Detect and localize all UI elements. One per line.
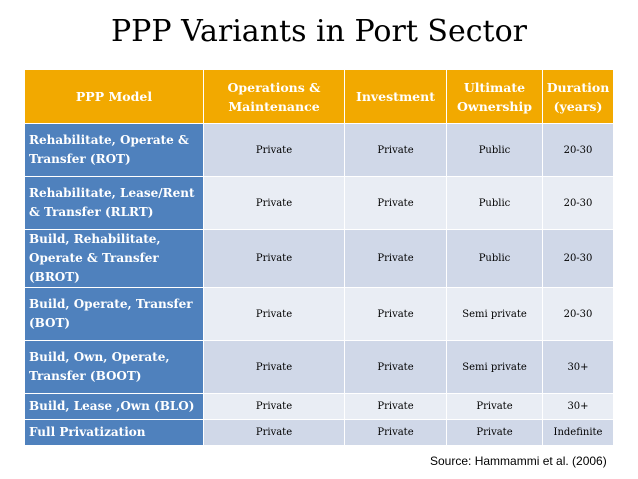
header-duration: Duration (years)	[542, 69, 614, 124]
duration-cell: 30+	[542, 393, 614, 420]
operations-cell: Private	[203, 393, 345, 420]
operations-cell: Private	[203, 419, 345, 446]
ownership-cell: Public	[446, 176, 543, 230]
model-cell: Rehabilitate, Operate & Transfer (ROT)	[24, 123, 204, 177]
operations-cell: Private	[203, 287, 345, 341]
table-row: Build, Own, Operate, Transfer (BOOT) Pri…	[24, 340, 614, 394]
duration-cell: 20-30	[542, 287, 614, 341]
model-cell: Build, Lease ,Own (BLO)	[24, 393, 204, 420]
investment-cell: Private	[344, 419, 447, 446]
investment-cell: Private	[344, 287, 447, 341]
model-cell: Build, Rehabilitate, Operate & Transfer …	[24, 229, 204, 288]
duration-cell: 20-30	[542, 229, 614, 288]
duration-cell: 30+	[542, 340, 614, 394]
duration-cell: 20-30	[542, 176, 614, 230]
investment-cell: Private	[344, 176, 447, 230]
ownership-cell: Public	[446, 229, 543, 288]
header-ppp-model: PPP Model	[24, 69, 204, 124]
duration-cell: Indefinite	[542, 419, 614, 446]
operations-cell: Private	[203, 229, 345, 288]
duration-cell: 20-30	[542, 123, 614, 177]
operations-cell: Private	[203, 123, 345, 177]
table-header-row: PPP Model Operations & Maintenance Inves…	[24, 69, 614, 124]
model-cell: Build, Operate, Transfer (BOT)	[24, 287, 204, 341]
ownership-cell: Public	[446, 123, 543, 177]
model-cell: Rehabilitate, Lease/Rent & Transfer (RLR…	[24, 176, 204, 230]
investment-cell: Private	[344, 123, 447, 177]
header-ultimate-ownership: Ultimate Ownership	[446, 69, 543, 124]
table-row: Full Privatization Private Private Priva…	[24, 419, 614, 446]
model-cell: Build, Own, Operate, Transfer (BOOT)	[24, 340, 204, 394]
ppp-variants-table: PPP Model Operations & Maintenance Inves…	[24, 69, 614, 446]
page-title: PPP Variants in Port Sector	[110, 14, 527, 49]
header-investment: Investment	[344, 69, 447, 124]
ownership-cell: Semi private	[446, 287, 543, 341]
investment-cell: Private	[344, 393, 447, 420]
table-row: Build, Lease ,Own (BLO) Private Private …	[24, 393, 614, 420]
investment-cell: Private	[344, 229, 447, 288]
source-citation: Source: Hammammi et al. (2006)	[430, 454, 607, 468]
operations-cell: Private	[203, 340, 345, 394]
table-row: Rehabilitate, Operate & Transfer (ROT) P…	[24, 123, 614, 177]
investment-cell: Private	[344, 340, 447, 394]
ownership-cell: Semi private	[446, 340, 543, 394]
table-row: Rehabilitate, Lease/Rent & Transfer (RLR…	[24, 176, 614, 230]
ownership-cell: Private	[446, 393, 543, 420]
ownership-cell: Private	[446, 419, 543, 446]
table-row: Build, Operate, Transfer (BOT) Private P…	[24, 287, 614, 341]
table-row: Build, Rehabilitate, Operate & Transfer …	[24, 229, 614, 288]
model-cell: Full Privatization	[24, 419, 204, 446]
operations-cell: Private	[203, 176, 345, 230]
header-operations-maintenance: Operations & Maintenance	[203, 69, 345, 124]
